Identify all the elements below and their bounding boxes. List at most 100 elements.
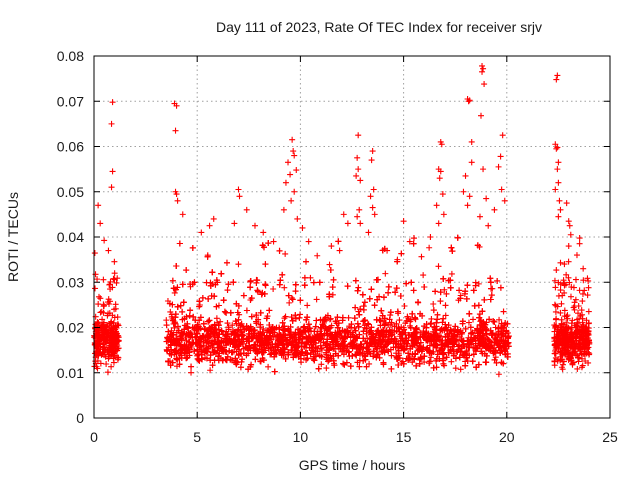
data-point: [469, 329, 476, 336]
data-point: [359, 291, 366, 298]
data-point: [217, 318, 224, 325]
data-point: [495, 371, 502, 378]
data-point: [330, 276, 337, 283]
data-point: [426, 244, 433, 251]
data-point: [318, 361, 325, 368]
data-point: [304, 302, 311, 309]
data-point: [326, 291, 333, 298]
data-point: [376, 354, 383, 361]
data-point: [101, 237, 108, 244]
data-point: [100, 309, 107, 316]
data-point: [266, 321, 273, 328]
data-point: [409, 310, 416, 317]
data-point: [313, 317, 320, 324]
data-point: [469, 358, 476, 365]
data-point: [195, 356, 202, 363]
data-point: [303, 258, 309, 265]
data-point: [235, 302, 242, 309]
data-point: [483, 359, 490, 366]
data-point: [281, 284, 288, 291]
data-point: [366, 360, 373, 367]
data-point: [500, 308, 507, 315]
data-point: [100, 303, 107, 310]
data-point: [92, 325, 99, 332]
data-point: [314, 252, 321, 259]
data-point: [552, 308, 559, 315]
data-point: [495, 330, 502, 337]
data-point: [115, 334, 122, 341]
data-point: [361, 317, 368, 324]
data-point: [109, 284, 116, 291]
data-point: [169, 277, 176, 284]
data-point: [468, 330, 475, 337]
data-point: [271, 368, 278, 375]
data-point: [442, 312, 449, 319]
data-point: [396, 317, 403, 324]
data-point: [492, 354, 499, 361]
data-point: [223, 357, 230, 364]
data-point: [441, 286, 448, 293]
data-point: [262, 261, 269, 268]
data-point: [276, 281, 283, 288]
data-point: [94, 357, 101, 364]
data-point: [91, 250, 98, 257]
data-point: [442, 302, 449, 309]
data-point: [496, 316, 503, 323]
data-point: [266, 307, 273, 314]
data-point: [410, 287, 417, 294]
data-point: [114, 345, 121, 352]
data-point: [282, 313, 289, 320]
data-point: [326, 261, 333, 268]
data-point: [347, 363, 354, 370]
data-point: [304, 314, 311, 321]
data-point: [371, 302, 378, 309]
data-point: [303, 356, 310, 363]
data-point: [276, 247, 283, 254]
data-point: [440, 275, 447, 282]
data-point: [104, 369, 111, 376]
data-point: [106, 310, 113, 317]
data-point: [435, 263, 442, 270]
data-point: [385, 333, 392, 340]
data-point: [385, 283, 392, 290]
data-point: [433, 364, 440, 371]
data-point: [307, 274, 314, 281]
data-point: [335, 238, 342, 245]
data-point: [415, 299, 422, 306]
data-point: [254, 277, 261, 284]
data-point: [476, 314, 483, 321]
data-point: [264, 327, 271, 334]
data-point: [327, 315, 334, 322]
data-point: [352, 304, 359, 311]
data-point: [253, 279, 260, 286]
data-point: [316, 279, 323, 286]
data-point: [452, 365, 459, 372]
data-point: [196, 302, 203, 309]
data-point: [410, 240, 417, 247]
data-point: [345, 314, 352, 321]
data-point: [207, 367, 214, 374]
data-point: [267, 351, 274, 358]
data-point: [179, 281, 186, 288]
data-point: [437, 298, 444, 305]
data-point: [373, 316, 380, 323]
data-point: [178, 352, 185, 359]
data-point: [103, 360, 110, 367]
data-point: [579, 298, 586, 305]
data-point: [386, 316, 393, 323]
data-point: [487, 296, 494, 303]
data-point: [464, 357, 471, 364]
data-point: [567, 293, 574, 300]
data-point: [360, 303, 367, 310]
data-point: [408, 279, 415, 286]
data-point: [481, 296, 488, 303]
data-point: [247, 284, 254, 291]
data-point: [99, 322, 106, 329]
data-point: [163, 322, 170, 329]
data-point: [221, 308, 228, 315]
data-point: [235, 316, 242, 323]
data-point: [576, 235, 583, 242]
data-point: [110, 359, 117, 366]
data-point: [108, 363, 115, 370]
data-point: [220, 297, 227, 304]
